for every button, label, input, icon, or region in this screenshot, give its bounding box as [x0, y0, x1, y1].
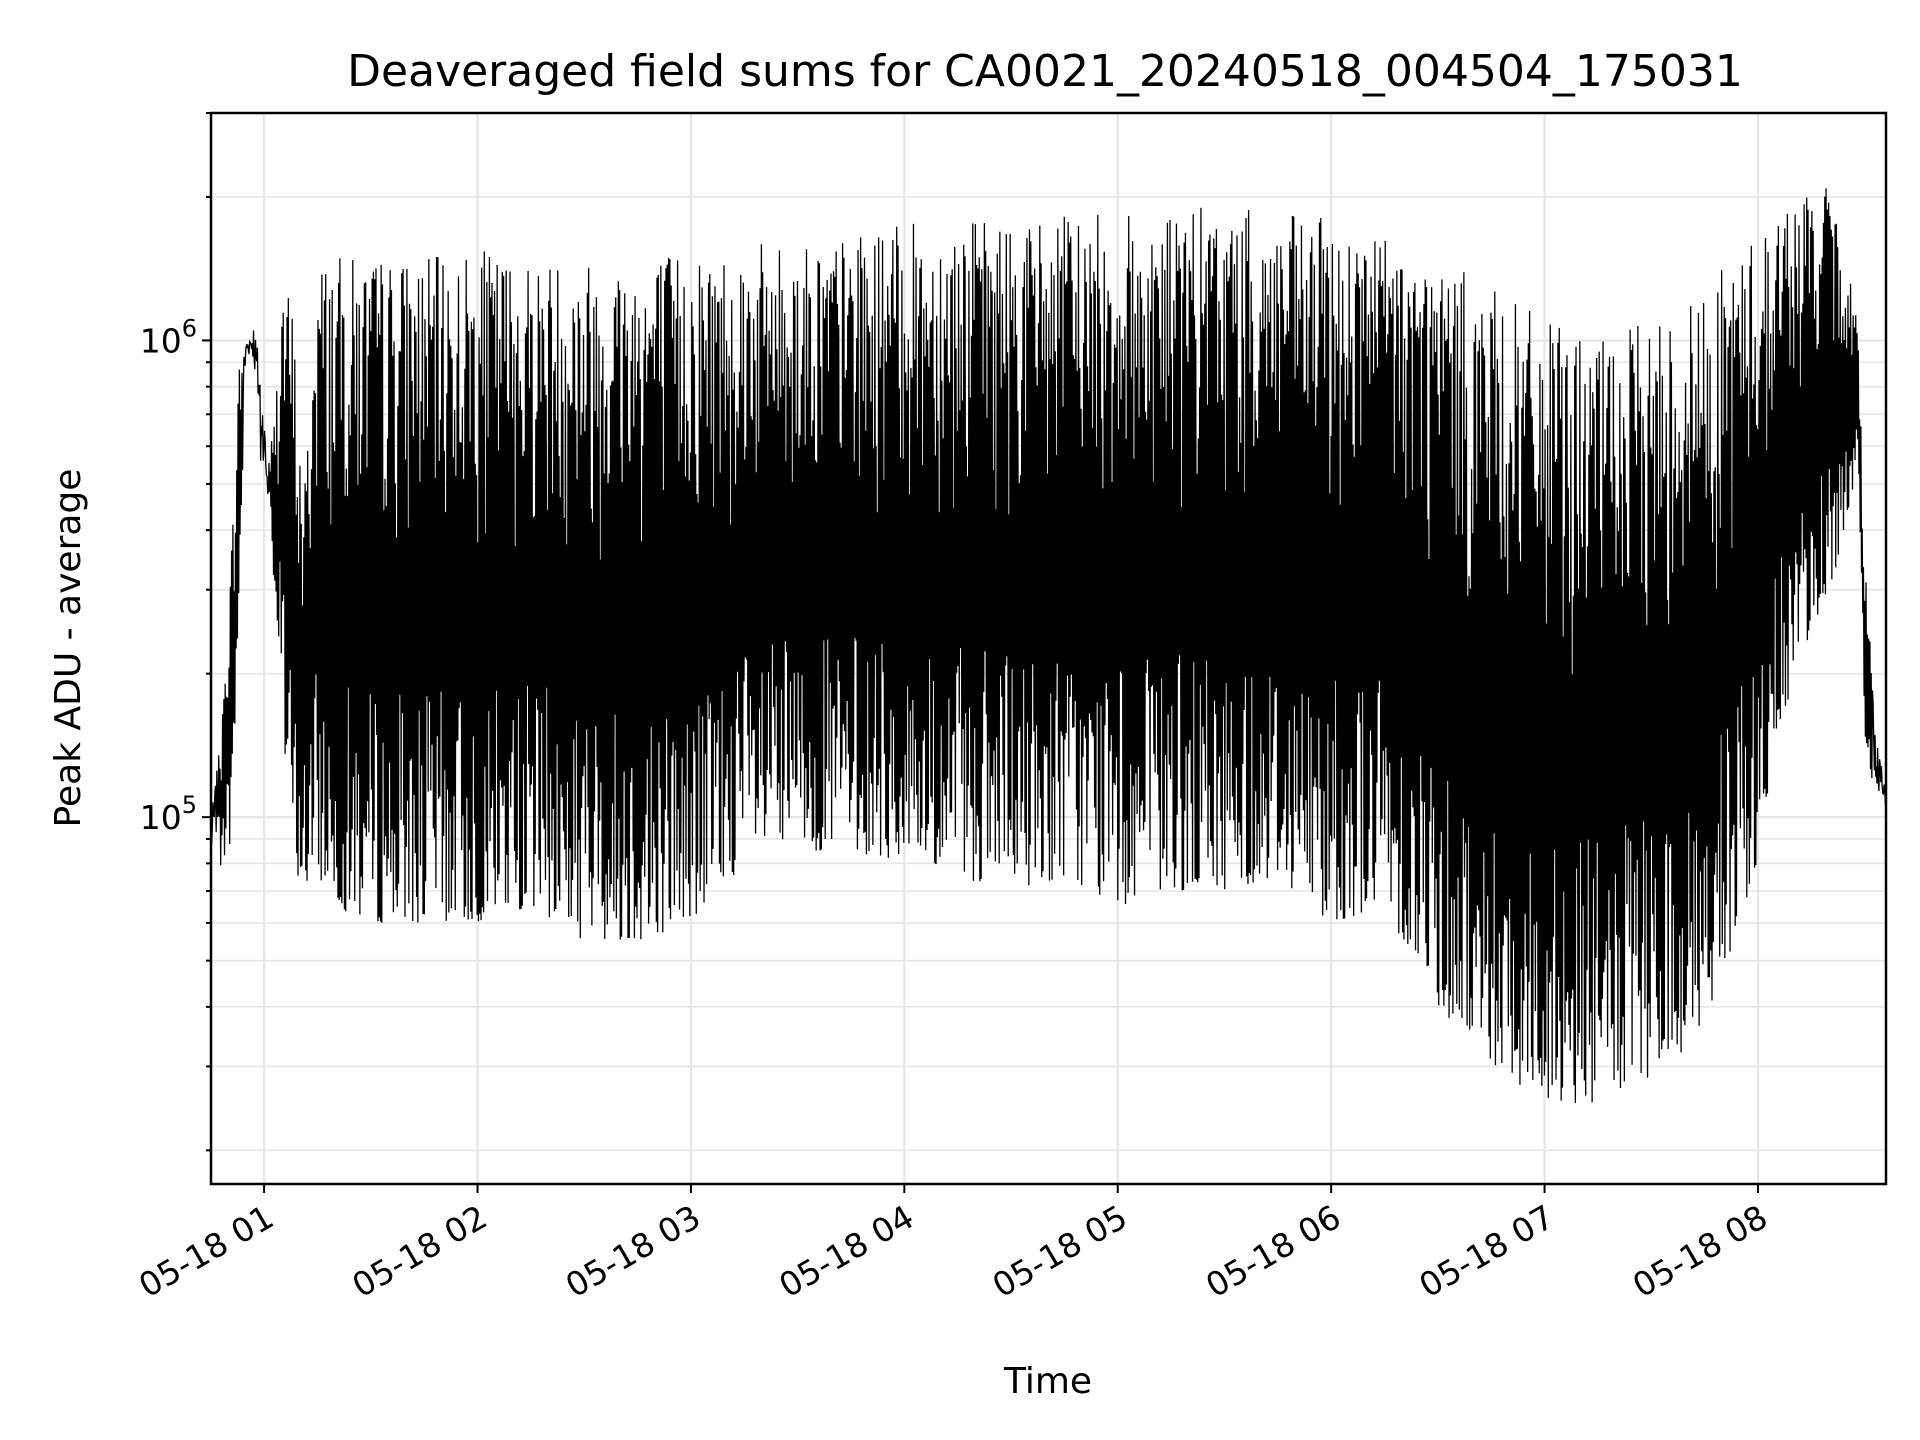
- x-tick-label: 05-18 01: [132, 1197, 280, 1305]
- x-axis-label: Time: [1003, 1361, 1092, 1402]
- series-line-peak-adu: [210, 188, 1887, 1103]
- y-tick-label: 105: [140, 791, 197, 837]
- plot-area: [210, 188, 1887, 1103]
- chart-title: Deaveraged field sums for CA0021_2024051…: [347, 46, 1743, 97]
- x-tick-label: 05-18 03: [559, 1197, 707, 1305]
- x-axis: 05-18 01 05-18 02 05-18 03 05-18 04 05-18 05…: [132, 1184, 1774, 1305]
- y-tick-label: 106: [140, 314, 197, 360]
- x-tick-label: 05-18 06: [1199, 1197, 1347, 1305]
- x-tick-label: 05-18 08: [1626, 1197, 1774, 1305]
- x-tick-label: 05-18 05: [986, 1197, 1134, 1305]
- y-axis: 105 106: [140, 112, 211, 1152]
- plot-frame: [209, 111, 1888, 1186]
- x-tick-label: 05-18 02: [346, 1197, 494, 1305]
- x-tick-label: 05-18 04: [772, 1197, 920, 1305]
- y-axis-label: Peak ADU - average: [48, 469, 89, 828]
- x-tick-label: 05-18 07: [1413, 1197, 1561, 1305]
